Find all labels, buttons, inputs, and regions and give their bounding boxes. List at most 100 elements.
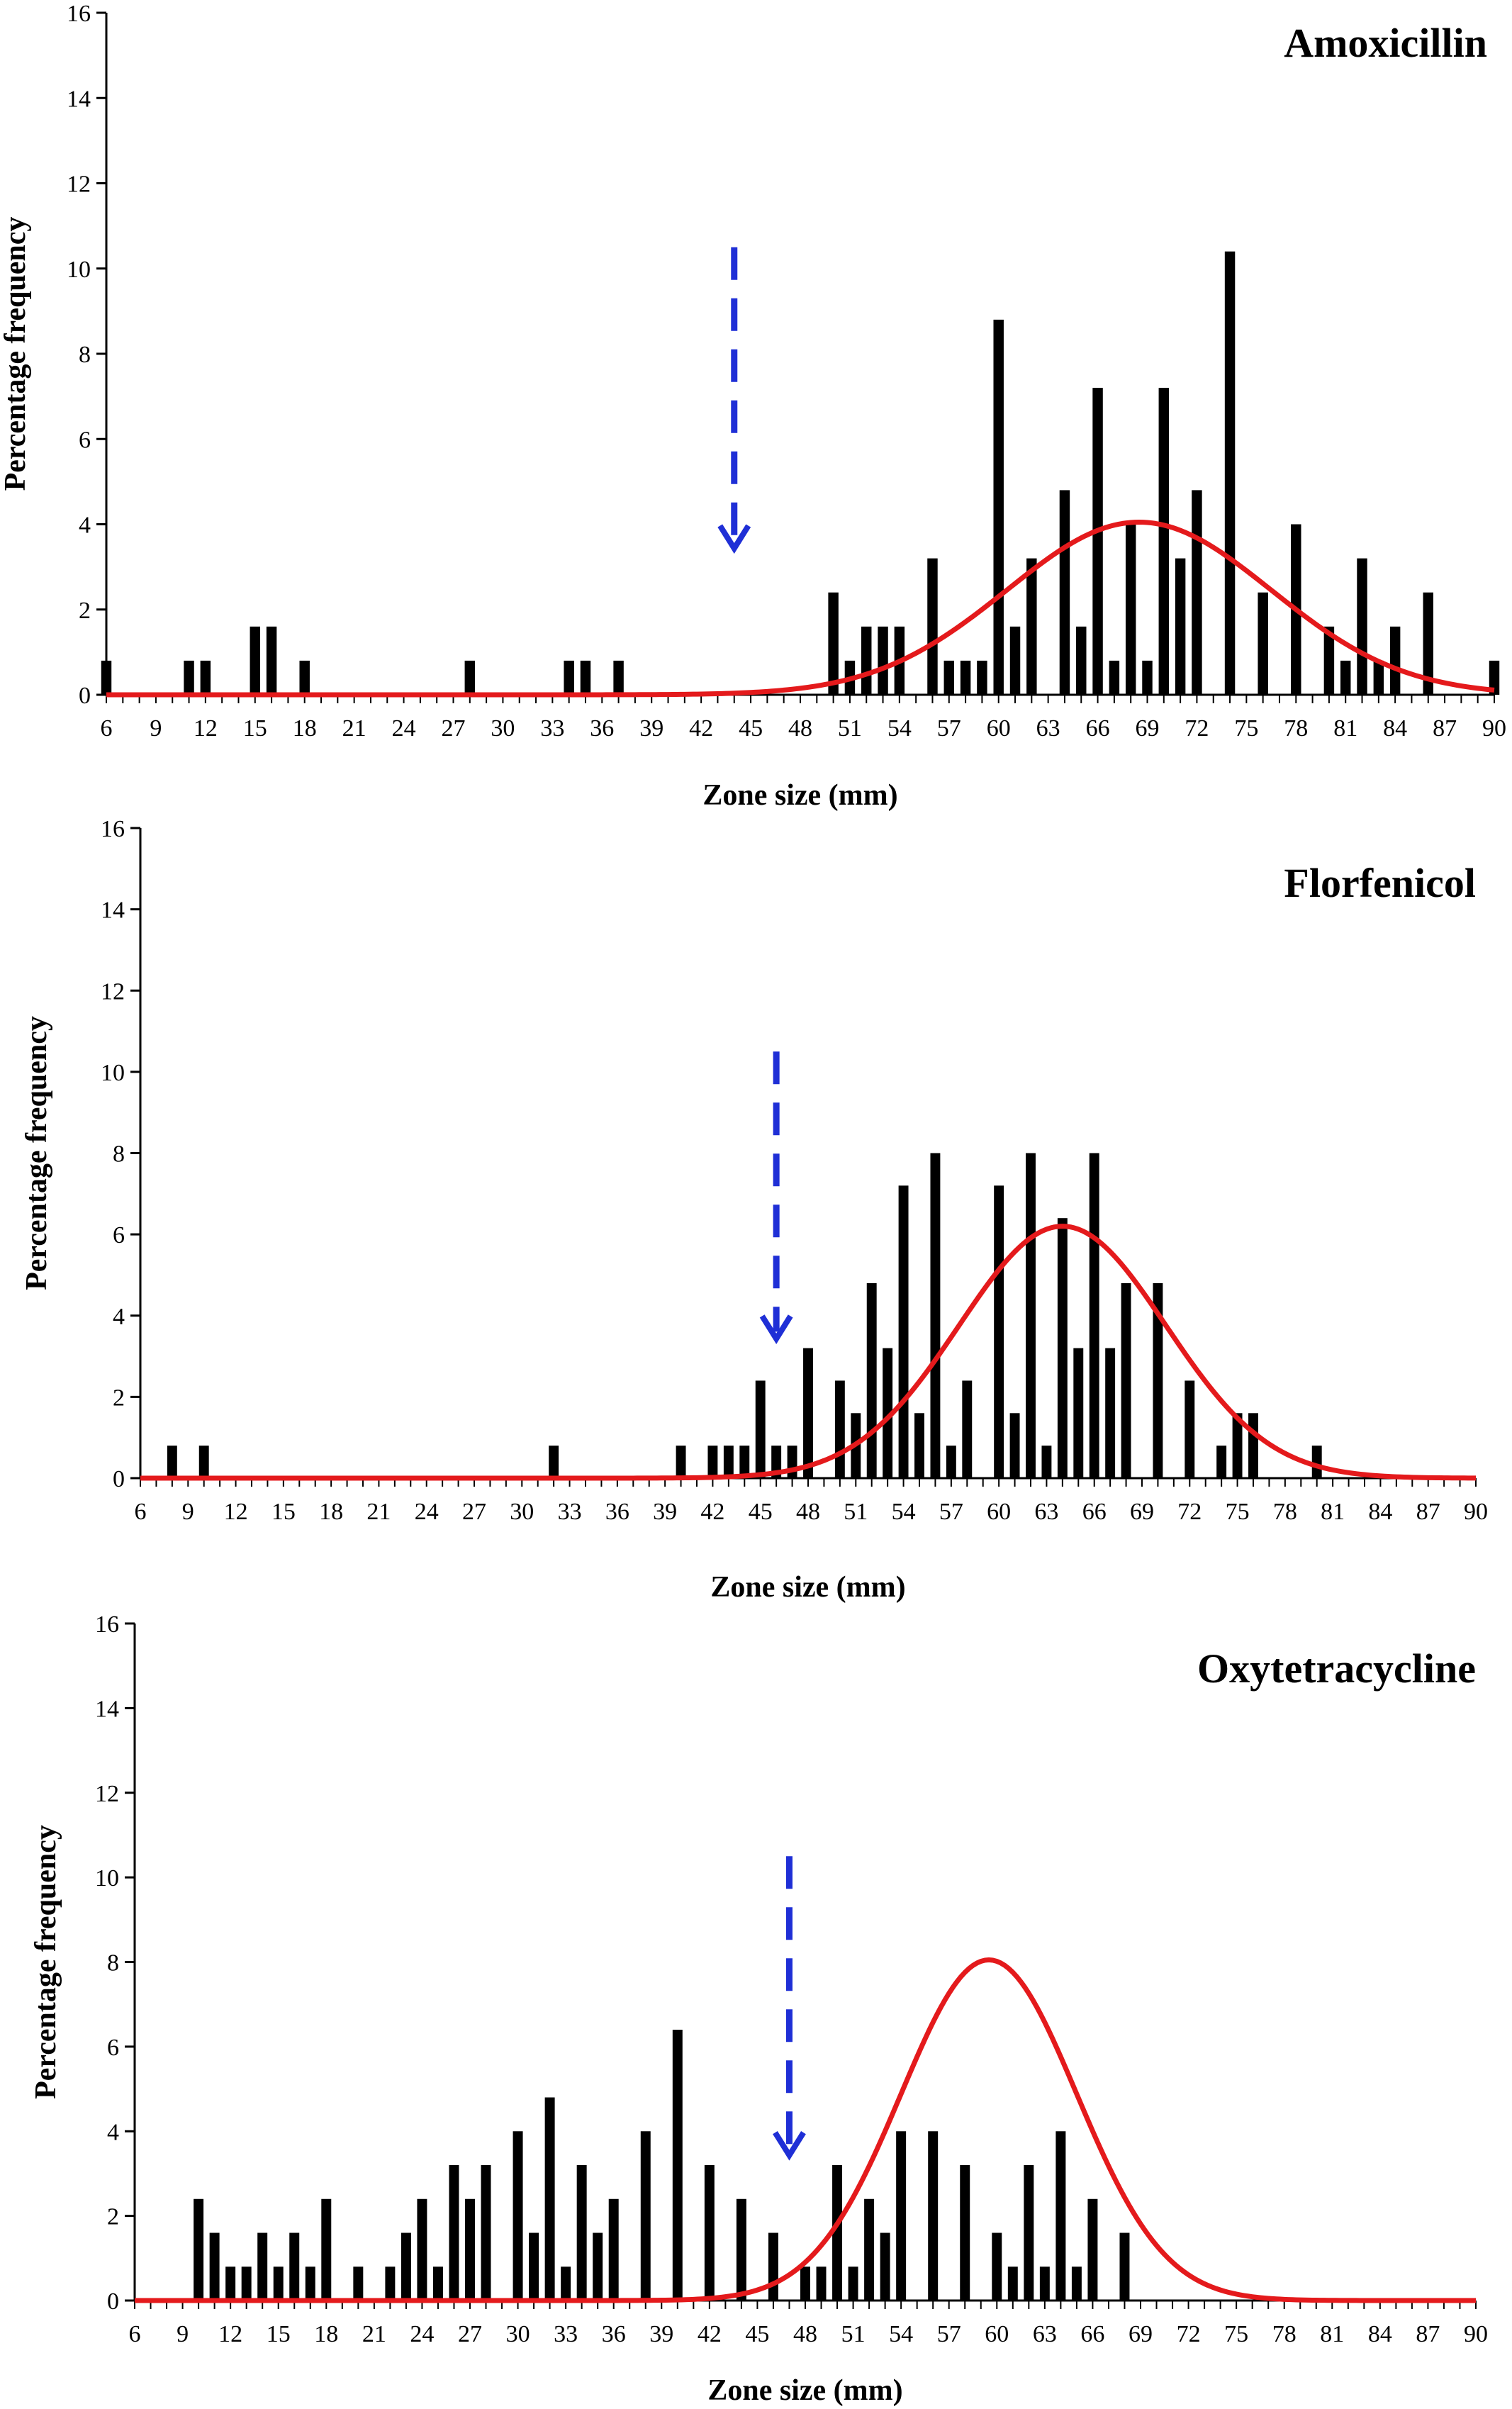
- x-tick-label: 9: [182, 1499, 194, 1525]
- bar: [928, 2131, 939, 2301]
- x-tick-label: 87: [1433, 715, 1457, 742]
- y-tick-label: 14: [101, 898, 125, 924]
- y-tick-label: 10: [95, 1865, 119, 1891]
- bar: [994, 1185, 1004, 1478]
- x-tick-label: 69: [1129, 2321, 1153, 2347]
- x-tick-label: 24: [410, 2321, 434, 2347]
- y-tick-label: 8: [113, 1141, 125, 1168]
- x-tick-label: 42: [689, 715, 713, 742]
- bar: [225, 2267, 236, 2301]
- x-tick-label: 72: [1185, 715, 1209, 742]
- x-tick-label: 12: [194, 715, 218, 742]
- bar: [896, 2131, 907, 2301]
- bar: [640, 2131, 651, 2301]
- bar: [816, 2267, 827, 2301]
- bar: [1153, 1282, 1163, 1478]
- y-tick-label: 10: [101, 1060, 125, 1086]
- bar: [299, 660, 310, 695]
- bar: [481, 2165, 491, 2301]
- x-tick-label: 51: [844, 1499, 868, 1525]
- x-tick-label: 12: [224, 1499, 248, 1525]
- x-tick-label: 15: [243, 715, 267, 742]
- bar: [787, 1446, 797, 1478]
- x-tick-label: 54: [892, 1499, 916, 1525]
- bar: [723, 1446, 734, 1478]
- normal-distribution-curve: [140, 1224, 1477, 1481]
- x-tick-label: 33: [540, 715, 564, 742]
- bar: [465, 2198, 475, 2301]
- bar: [1175, 558, 1186, 695]
- x-tick-label: 87: [1416, 2321, 1440, 2347]
- x-tick-label: 45: [739, 715, 763, 742]
- bar: [1119, 2232, 1130, 2301]
- x-tick-label: 60: [985, 2321, 1009, 2347]
- x-tick-label: 75: [1234, 715, 1258, 742]
- y-tick-label: 12: [95, 1781, 119, 1807]
- bar: [878, 626, 888, 695]
- bar: [832, 2165, 843, 2301]
- x-tick-label: 12: [218, 2321, 242, 2347]
- x-tick-label: 66: [1080, 2321, 1104, 2347]
- y-tick-label: 10: [67, 257, 91, 283]
- bar: [593, 2232, 603, 2301]
- bar: [1009, 626, 1021, 695]
- x-tick-label: 90: [1464, 2321, 1488, 2347]
- bar: [1024, 2165, 1034, 2301]
- x-tick-label: 81: [1321, 1499, 1345, 1525]
- bar: [241, 2267, 252, 2301]
- bar: [977, 660, 987, 695]
- x-tick-label: 27: [462, 1499, 486, 1525]
- x-tick-label: 42: [700, 1499, 724, 1525]
- bar: [385, 2267, 396, 2301]
- x-tick-label: 63: [1034, 1499, 1058, 1525]
- bar: [613, 660, 624, 695]
- y-tick-label: 12: [101, 978, 125, 1005]
- bar: [1076, 626, 1087, 695]
- x-tick-label: 6: [129, 2321, 141, 2347]
- bar: [1071, 2267, 1082, 2301]
- bar: [676, 1446, 686, 1478]
- bar: [513, 2131, 523, 2301]
- x-tick-label: 75: [1224, 2321, 1248, 2347]
- bar: [1089, 1153, 1099, 1478]
- bar: [580, 660, 591, 695]
- bar: [930, 1153, 941, 1478]
- bar: [866, 1282, 877, 1478]
- bar: [1026, 1153, 1036, 1478]
- x-tick-label: 90: [1482, 715, 1506, 742]
- x-tick-label: 33: [554, 2321, 578, 2347]
- bar: [1073, 1348, 1084, 1478]
- bar: [946, 1446, 956, 1478]
- bar: [608, 2198, 619, 2301]
- cutoff-arrow-head-icon: [759, 1314, 793, 1344]
- x-tick-label: 15: [267, 2321, 291, 2347]
- y-tick-label: 6: [113, 1222, 125, 1248]
- x-tick-label: 69: [1130, 1499, 1154, 1525]
- bar: [576, 2165, 587, 2301]
- cutoff-arrow-head-icon: [717, 524, 751, 554]
- bar: [1389, 626, 1401, 695]
- bar: [432, 2267, 443, 2301]
- bar: [1340, 660, 1351, 695]
- x-tick-label: 84: [1368, 2321, 1392, 2347]
- bar: [273, 2267, 284, 2301]
- bar: [266, 626, 277, 695]
- bar: [353, 2267, 364, 2301]
- bar: [883, 1348, 893, 1478]
- y-tick-label: 6: [79, 427, 91, 453]
- x-tick-label: 24: [392, 715, 416, 742]
- x-tick-label: 27: [442, 715, 466, 742]
- bar: [417, 2198, 427, 2301]
- x-tick-label: 57: [937, 715, 961, 742]
- bar: [864, 2198, 875, 2301]
- x-tick-label: 18: [319, 1499, 343, 1525]
- x-tick-label: 48: [796, 1499, 820, 1525]
- x-axis-title: Zone size (mm): [707, 2374, 902, 2407]
- x-tick-label: 69: [1136, 715, 1160, 742]
- bar: [200, 660, 211, 695]
- bar: [1087, 2198, 1098, 2301]
- x-tick-label: 81: [1320, 2321, 1344, 2347]
- y-tick-label: 4: [107, 2119, 119, 2145]
